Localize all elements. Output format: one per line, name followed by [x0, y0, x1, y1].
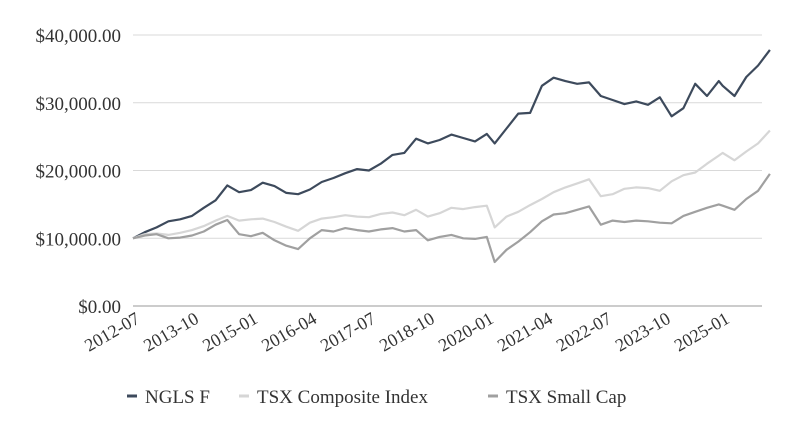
- x-tick-label: 2025-01: [671, 308, 733, 355]
- legend-label: NGLS F: [145, 387, 210, 408]
- x-tick-label: 2020-01: [435, 308, 497, 355]
- x-tick-label: 2022-07: [553, 308, 615, 355]
- x-tick-label: 2021-04: [494, 308, 556, 355]
- series-line-2: [132, 173, 771, 264]
- x-tick-label: 2015-01: [199, 308, 261, 355]
- y-tick-label: $30,000.00: [36, 94, 122, 115]
- x-tick-label: 2016-04: [258, 308, 320, 355]
- grid-lines: [133, 34, 762, 307]
- legend: NGLS F TSX Composite Index TSX Small Cap: [127, 387, 626, 408]
- legend-item: TSX Composite Index: [239, 387, 428, 408]
- x-axis-tick-labels: 2012-072013-102015-012016-042017-072018-…: [81, 308, 733, 355]
- legend-label: TSX Composite Index: [257, 387, 428, 408]
- series-lines: [132, 49, 771, 264]
- x-tick-label: 2017-07: [317, 308, 379, 355]
- legend-item: NGLS F: [127, 387, 210, 408]
- series-line-1: [132, 129, 771, 240]
- y-tick-label: $20,000.00: [36, 162, 122, 183]
- legend-item: TSX Small Cap: [488, 387, 626, 408]
- legend-label: TSX Small Cap: [506, 387, 626, 408]
- x-tick-label: 2023-10: [612, 308, 674, 355]
- x-tick-label: 2013-10: [140, 308, 202, 355]
- y-tick-label: $40,000.00: [36, 26, 122, 47]
- y-tick-label: $0.00: [78, 297, 121, 318]
- x-tick-label: 2018-10: [376, 308, 438, 355]
- y-tick-label: $10,000.00: [36, 229, 122, 250]
- series-line-0: [132, 49, 771, 240]
- y-axis-tick-labels: $0.00 $10,000.00 $20,000.00 $30,000.00 $40,0…: [36, 26, 122, 318]
